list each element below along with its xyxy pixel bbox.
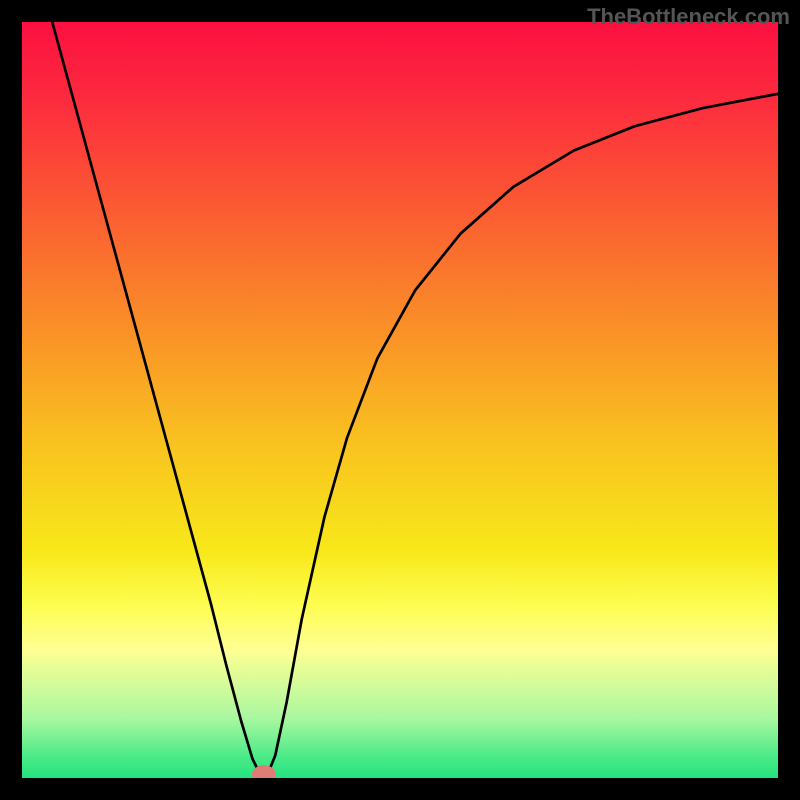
chart-svg bbox=[0, 0, 800, 800]
bottleneck-chart: TheBottleneck.com bbox=[0, 0, 800, 800]
gradient-background bbox=[22, 22, 778, 778]
watermark-text: TheBottleneck.com bbox=[587, 4, 790, 30]
